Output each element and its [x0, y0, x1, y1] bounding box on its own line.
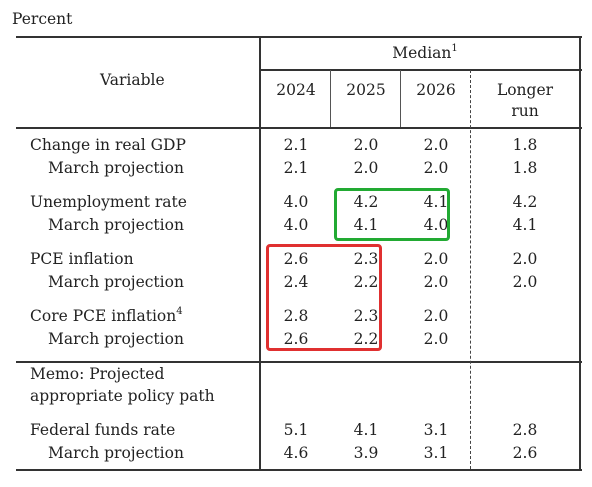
value-fed-funds-march-2024: 4.6 [283, 444, 309, 462]
memo-label-line2: appropriate policy path [30, 387, 215, 405]
value-pce-2024: 2.6 [283, 250, 309, 268]
year-separator-2026 [400, 70, 401, 127]
value-real-gdp-march-longer-run: 1.8 [512, 159, 538, 177]
value-unemployment-2026: 4.1 [423, 193, 449, 211]
row-label-core-pce-march: March projection [48, 330, 184, 348]
value-real-gdp-2024: 2.1 [283, 136, 309, 154]
year-separator-2025 [330, 70, 331, 127]
value-unemployment-march-2026: 4.0 [423, 216, 449, 234]
value-unemployment-2025: 4.2 [353, 193, 379, 211]
value-fed-funds-2024: 5.1 [283, 421, 309, 439]
row-label-core-pce: Core PCE inflation4 [30, 306, 183, 326]
value-real-gdp-2025: 2.0 [353, 136, 379, 154]
row-label-unemployment: Unemployment rate [30, 193, 187, 211]
row-label-pce-march: March projection [48, 273, 184, 291]
value-fed-funds-2025: 4.1 [353, 421, 379, 439]
green-highlight-box [334, 188, 450, 241]
header-rule [16, 127, 582, 129]
value-pce-march-2024: 2.4 [283, 273, 309, 291]
variable-column-rule [259, 36, 261, 470]
value-real-gdp-2026: 2.0 [423, 136, 449, 154]
value-unemployment-march-longer-run: 4.1 [512, 216, 538, 234]
memo-rule [16, 361, 582, 363]
value-real-gdp-march-2026: 2.0 [423, 159, 449, 177]
red-highlight-box [266, 244, 382, 351]
value-fed-funds-2026: 3.1 [423, 421, 449, 439]
longer-run-header-line2: run [511, 102, 539, 120]
row-label-fed-funds-march: March projection [48, 444, 184, 462]
year-header-2025: 2025 [346, 81, 386, 99]
longer-run-header-line1: Longer [496, 81, 554, 99]
year-header-2024: 2024 [276, 81, 316, 99]
memo-label-line1: Memo: Projected [30, 365, 165, 383]
year-header-2026: 2026 [416, 81, 456, 99]
row-label-unemployment-march: March projection [48, 216, 184, 234]
value-pce-2025: 2.3 [353, 250, 379, 268]
value-unemployment-2024: 4.0 [283, 193, 309, 211]
value-core-pce-march-2025: 2.2 [353, 330, 379, 348]
value-real-gdp-march-2024: 2.1 [283, 159, 309, 177]
median-rule [260, 69, 582, 71]
unit-label: Percent [12, 10, 73, 28]
bottom-rule [16, 469, 582, 471]
value-pce-march-longer-run: 2.0 [512, 273, 538, 291]
value-pce-longer-run: 2.0 [512, 250, 538, 268]
row-label-real-gdp-march: March projection [48, 159, 184, 177]
value-core-pce-2025: 2.3 [353, 307, 379, 325]
value-pce-march-2025: 2.2 [353, 273, 379, 291]
value-core-pce-2026: 2.0 [423, 307, 449, 325]
value-pce-march-2026: 2.0 [423, 273, 449, 291]
value-fed-funds-longer-run: 2.8 [512, 421, 538, 439]
value-core-pce-march-2024: 2.6 [283, 330, 309, 348]
row-label-real-gdp: Change in real GDP [30, 136, 186, 154]
value-unemployment-march-2024: 4.0 [283, 216, 309, 234]
right-rule [579, 36, 581, 470]
value-fed-funds-march-2025: 3.9 [353, 444, 379, 462]
value-pce-2026: 2.0 [423, 250, 449, 268]
value-unemployment-march-2025: 4.1 [353, 216, 379, 234]
value-core-pce-march-2026: 2.0 [423, 330, 449, 348]
value-core-pce-2024: 2.8 [283, 307, 309, 325]
row-label-pce: PCE inflation [30, 250, 134, 268]
value-real-gdp-longer-run: 1.8 [512, 136, 538, 154]
value-fed-funds-march-2026: 3.1 [423, 444, 449, 462]
row-label-fed-funds: Federal funds rate [30, 421, 176, 439]
longer-run-dashed-rule [470, 70, 471, 469]
value-real-gdp-march-2025: 2.0 [353, 159, 379, 177]
top-rule [16, 36, 582, 38]
median-header: Median1 [392, 43, 458, 63]
value-fed-funds-march-longer-run: 2.6 [512, 444, 538, 462]
variable-header: Variable [100, 71, 165, 89]
value-unemployment-longer-run: 4.2 [512, 193, 538, 211]
